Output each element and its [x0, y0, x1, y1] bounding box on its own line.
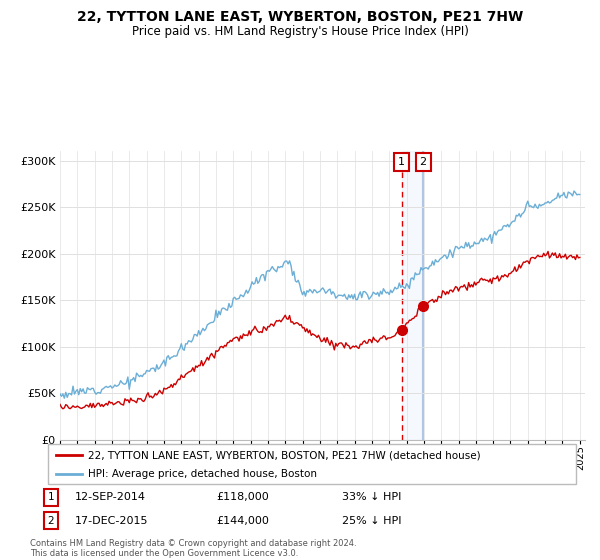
Text: Contains HM Land Registry data © Crown copyright and database right 2024.: Contains HM Land Registry data © Crown c…: [30, 539, 356, 548]
Text: 33% ↓ HPI: 33% ↓ HPI: [342, 492, 401, 502]
Text: 22, TYTTON LANE EAST, WYBERTON, BOSTON, PE21 7HW: 22, TYTTON LANE EAST, WYBERTON, BOSTON, …: [77, 10, 523, 24]
Text: £118,000: £118,000: [216, 492, 269, 502]
FancyBboxPatch shape: [48, 444, 576, 484]
Text: Price paid vs. HM Land Registry's House Price Index (HPI): Price paid vs. HM Land Registry's House …: [131, 25, 469, 38]
Text: 17-DEC-2015: 17-DEC-2015: [75, 516, 149, 526]
Text: 22, TYTTON LANE EAST, WYBERTON, BOSTON, PE21 7HW (detached house): 22, TYTTON LANE EAST, WYBERTON, BOSTON, …: [88, 450, 480, 460]
Text: This data is licensed under the Open Government Licence v3.0.: This data is licensed under the Open Gov…: [30, 549, 298, 558]
Text: 25% ↓ HPI: 25% ↓ HPI: [342, 516, 401, 526]
Text: 1: 1: [47, 492, 55, 502]
Text: HPI: Average price, detached house, Boston: HPI: Average price, detached house, Bost…: [88, 469, 317, 479]
Text: £144,000: £144,000: [216, 516, 269, 526]
Text: 12-SEP-2014: 12-SEP-2014: [75, 492, 146, 502]
Bar: [401, 151, 423, 440]
Text: 2: 2: [419, 157, 427, 167]
Text: 2: 2: [47, 516, 55, 526]
Text: 1: 1: [398, 157, 405, 167]
